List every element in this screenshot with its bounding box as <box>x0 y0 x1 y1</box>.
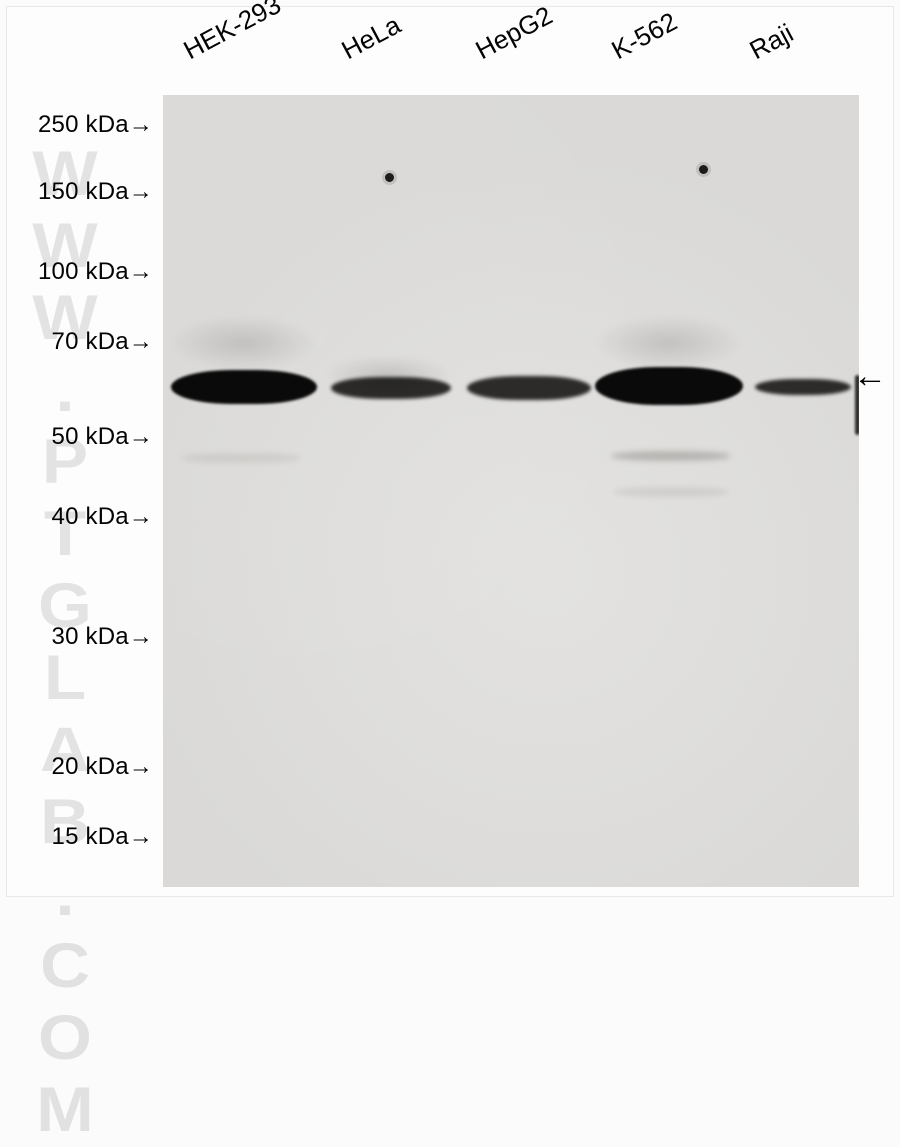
mw-marker: 150 kDa→ <box>13 178 153 206</box>
lane-label: HEK-293 <box>178 0 286 66</box>
figure-frame: WWW.PTGLAB.COM 250 kDa→150 kDa→100 kDa→7… <box>6 6 894 897</box>
protein-band <box>171 370 317 404</box>
haze-smudge <box>169 315 319 371</box>
mw-marker: 30 kDa→ <box>13 623 153 651</box>
haze-smudge <box>593 315 743 371</box>
mw-marker: 40 kDa→ <box>13 503 153 531</box>
protein-band <box>611 451 731 461</box>
lane-label: HeLa <box>336 9 405 66</box>
lane-label: HepG2 <box>470 0 557 66</box>
mw-marker: 50 kDa→ <box>13 423 153 451</box>
mw-marker: 250 kDa→ <box>13 111 153 139</box>
mw-marker: 15 kDa→ <box>13 823 153 851</box>
mw-marker: 100 kDa→ <box>13 258 153 286</box>
speck-artifact <box>699 165 708 174</box>
lane-label: K-562 <box>606 6 682 66</box>
protein-band <box>755 379 851 395</box>
mw-marker: 70 kDa→ <box>13 328 153 356</box>
haze-smudge <box>323 355 453 395</box>
protein-band <box>595 367 743 405</box>
target-arrow-icon: ← <box>853 357 887 396</box>
protein-band <box>613 487 729 497</box>
speck-artifact <box>385 173 394 182</box>
lane-label: Raji <box>744 18 798 66</box>
protein-band <box>181 453 301 463</box>
mw-marker: 20 kDa→ <box>13 753 153 781</box>
blot-membrane <box>163 95 859 887</box>
protein-band <box>467 376 591 400</box>
